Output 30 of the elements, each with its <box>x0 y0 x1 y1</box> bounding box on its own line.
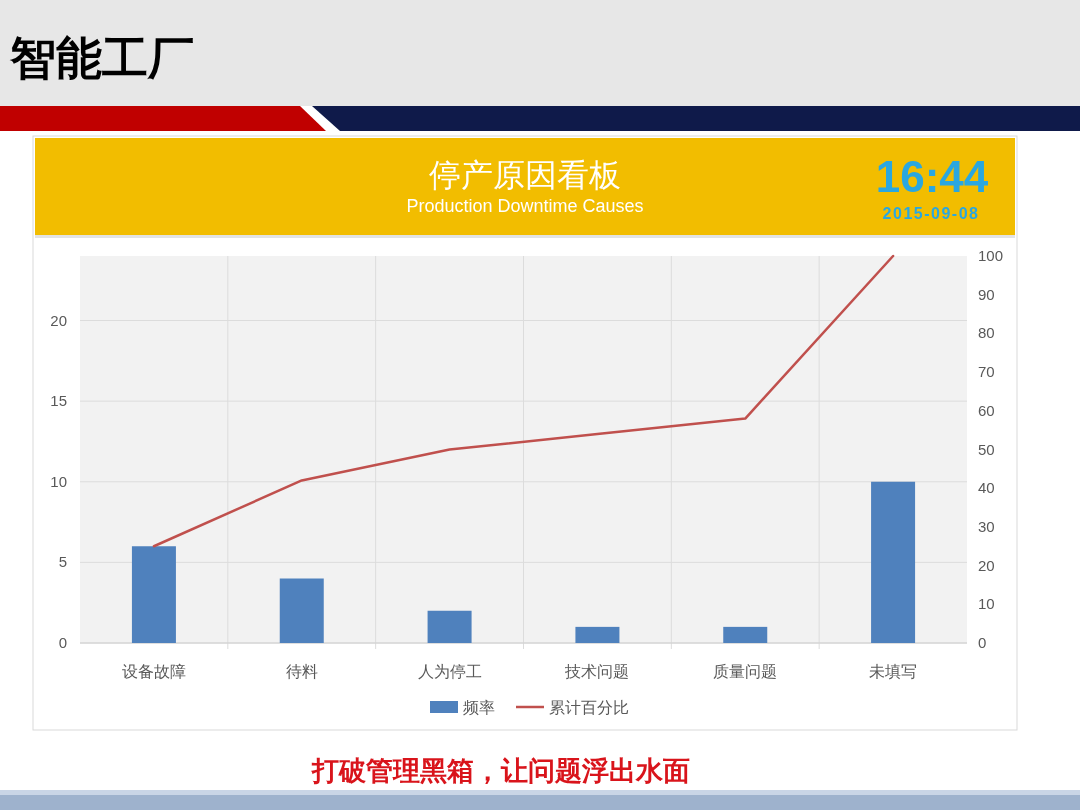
annotation: 打破管理黑箱，让问题浮出水面 <box>312 756 690 786</box>
y-tick-label: 5 <box>58 553 67 571</box>
y2-tick-label: 70 <box>978 363 995 381</box>
x-tick-label: 设备故障 <box>121 663 186 680</box>
x-tick-label: 人为停工 <box>417 663 482 680</box>
x-tick-label: 技术问题 <box>564 663 630 680</box>
y2-tick-label: 10 <box>978 595 995 613</box>
y-tick-label: 20 <box>50 311 67 329</box>
y-tick-label: 15 <box>50 392 67 410</box>
y2-tick-label: 0 <box>978 634 987 651</box>
x-tick-label: 未填写 <box>869 663 918 680</box>
y2-tick-label: 40 <box>978 479 995 497</box>
annotation: 16:44 <box>875 152 989 201</box>
y-tick-label: 10 <box>50 472 67 490</box>
y2-tick-label: 90 <box>978 285 995 303</box>
annotation: 2015-09-08 <box>882 205 980 222</box>
y2-tick-label: 30 <box>978 517 995 535</box>
annotation: 智能工厂 <box>10 32 194 84</box>
y2-tick-label: 60 <box>978 401 995 419</box>
x-tick-label: 质量问题 <box>713 663 778 680</box>
y2-tick-label: 50 <box>978 440 995 458</box>
y2-tick-label: 100 <box>978 247 1004 264</box>
legend-label: 累计百分比 <box>549 699 629 716</box>
title: 停产原因看板 <box>429 157 621 193</box>
legend-label: 频率 <box>463 699 495 716</box>
x-tick-label: 待料 <box>285 663 318 680</box>
y2-tick-label: 80 <box>978 324 995 342</box>
subtitle: Production Downtime Causes <box>406 196 644 216</box>
y-tick-label: 0 <box>58 634 67 651</box>
y2-tick-label: 20 <box>978 556 995 574</box>
